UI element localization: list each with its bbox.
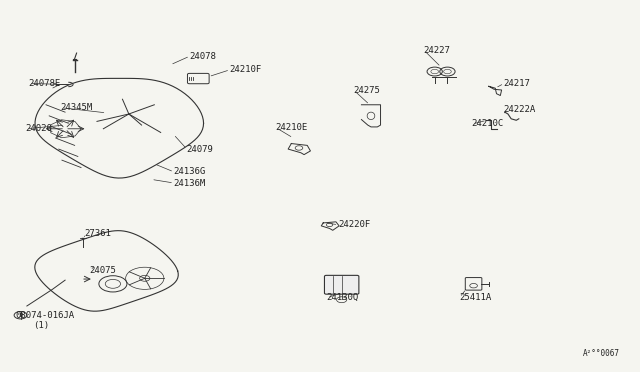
- Text: 24345M: 24345M: [61, 103, 93, 112]
- Text: 24210F: 24210F: [230, 65, 262, 74]
- Text: 24075: 24075: [90, 266, 116, 275]
- Text: 24020: 24020: [26, 124, 52, 133]
- Text: 24078: 24078: [189, 52, 216, 61]
- Text: 27361: 27361: [84, 229, 111, 238]
- Text: 08074-016JA: 08074-016JA: [15, 311, 74, 320]
- Text: (1): (1): [33, 321, 49, 330]
- Text: 24210E: 24210E: [275, 123, 308, 132]
- Text: 24220F: 24220F: [338, 220, 370, 229]
- Text: 24130Q: 24130Q: [326, 293, 358, 302]
- Text: 24217: 24217: [504, 79, 531, 88]
- Text: 24227: 24227: [423, 46, 450, 55]
- Text: 24275: 24275: [354, 86, 381, 95]
- Text: 24210C: 24210C: [472, 119, 504, 128]
- Text: 24078E: 24078E: [28, 79, 60, 88]
- Text: A²°°0067: A²°°0067: [582, 349, 620, 358]
- FancyBboxPatch shape: [324, 275, 359, 294]
- Text: 24136G: 24136G: [173, 167, 205, 176]
- Text: 24222A: 24222A: [504, 105, 536, 114]
- Text: 24136M: 24136M: [173, 179, 205, 187]
- Text: B: B: [19, 313, 23, 318]
- Text: 25411A: 25411A: [459, 293, 491, 302]
- Text: 24079: 24079: [186, 145, 213, 154]
